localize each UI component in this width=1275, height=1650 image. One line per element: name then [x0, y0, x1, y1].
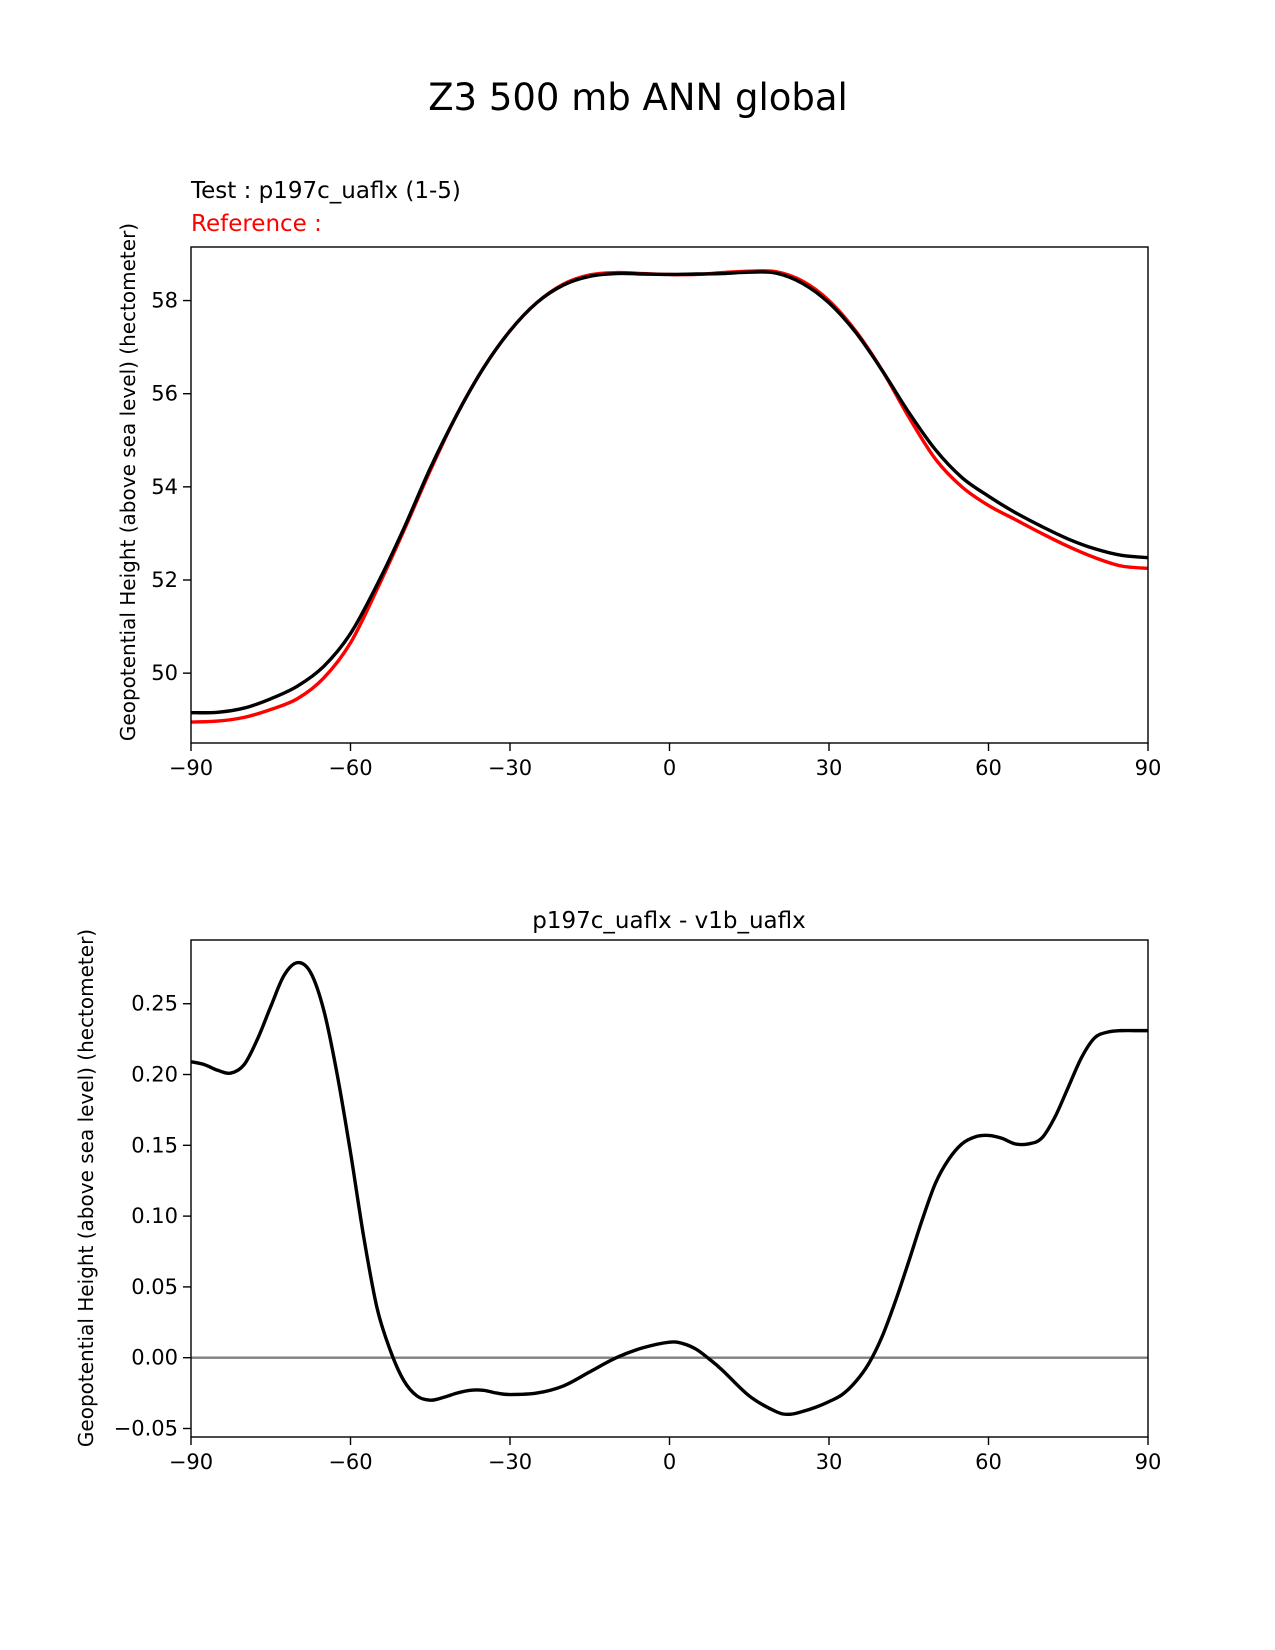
bottom-x-tick-label: −60 — [328, 1450, 372, 1474]
top-axis-ticks: −90 −60 −30 0 30 60 90 50 52 54 56 58 — [151, 289, 1161, 780]
bottom-y-tick-label: 0.10 — [131, 1204, 178, 1228]
top-chart: Test : p197c_uaflx (1-5) Reference : Geo… — [116, 178, 1161, 780]
top-y-tick-label: 56 — [151, 382, 178, 406]
top-plot-lines — [191, 269, 1148, 724]
test-label: Test : p197c_uaflx (1-5) — [190, 178, 461, 204]
top-series-test-line — [191, 270, 1148, 715]
bottom-y-tick-label: 0.00 — [131, 1346, 178, 1370]
bottom-plot-lines — [191, 960, 1148, 1417]
bottom-y-axis-label: Geopotential Height (above sea level) (h… — [74, 929, 98, 1447]
bottom-x-tick-label: −30 — [488, 1450, 532, 1474]
top-x-tick-label: 90 — [1135, 756, 1162, 780]
reference-label: Reference : — [191, 211, 322, 237]
bottom-axis-ticks: −90 −60 −30 0 30 60 90 −0.05 0.00 0.05 0.10 0.15 0.2… — [114, 992, 1162, 1474]
top-x-tick-label: −30 — [488, 756, 532, 780]
top-y-axis-label: Geopotential Height (above sea level) (h… — [116, 223, 140, 741]
bottom-x-tick-label: −90 — [169, 1450, 213, 1474]
bottom-y-tick-label: 0.20 — [131, 1063, 178, 1087]
bottom-x-tick-label: 30 — [816, 1450, 843, 1474]
bottom-plot-frame — [190, 939, 1149, 1438]
top-x-tick-label: −60 — [328, 756, 372, 780]
bottom-series-difference-line — [191, 960, 1148, 1417]
top-x-tick-label: 60 — [975, 756, 1002, 780]
top-y-tick-label: 54 — [151, 475, 178, 499]
bottom-y-tick-label: −0.05 — [114, 1417, 178, 1441]
bottom-x-tick-label: 90 — [1135, 1450, 1162, 1474]
bottom-y-tick-label: 0.05 — [131, 1275, 178, 1299]
bottom-y-tick-label: 0.25 — [131, 992, 178, 1016]
top-plot-frame — [190, 246, 1149, 744]
top-x-tick-label: −90 — [169, 756, 213, 780]
top-y-tick-label: 58 — [151, 289, 178, 313]
bottom-x-tick-label: 0 — [663, 1450, 676, 1474]
figure-title: Z3 500 mb ANN global — [428, 76, 848, 119]
top-x-tick-label: 30 — [816, 756, 843, 780]
bottom-chart: p197c_uaflx - v1b_uaflx Geopotential Hei… — [74, 908, 1161, 1474]
bottom-y-tick-label: 0.15 — [131, 1133, 178, 1157]
top-x-tick-label: 0 — [663, 756, 676, 780]
top-y-tick-label: 50 — [151, 661, 178, 685]
bottom-chart-title: p197c_uaflx - v1b_uaflx — [532, 908, 805, 934]
top-y-tick-label: 52 — [151, 568, 178, 592]
bottom-x-tick-label: 60 — [975, 1450, 1002, 1474]
